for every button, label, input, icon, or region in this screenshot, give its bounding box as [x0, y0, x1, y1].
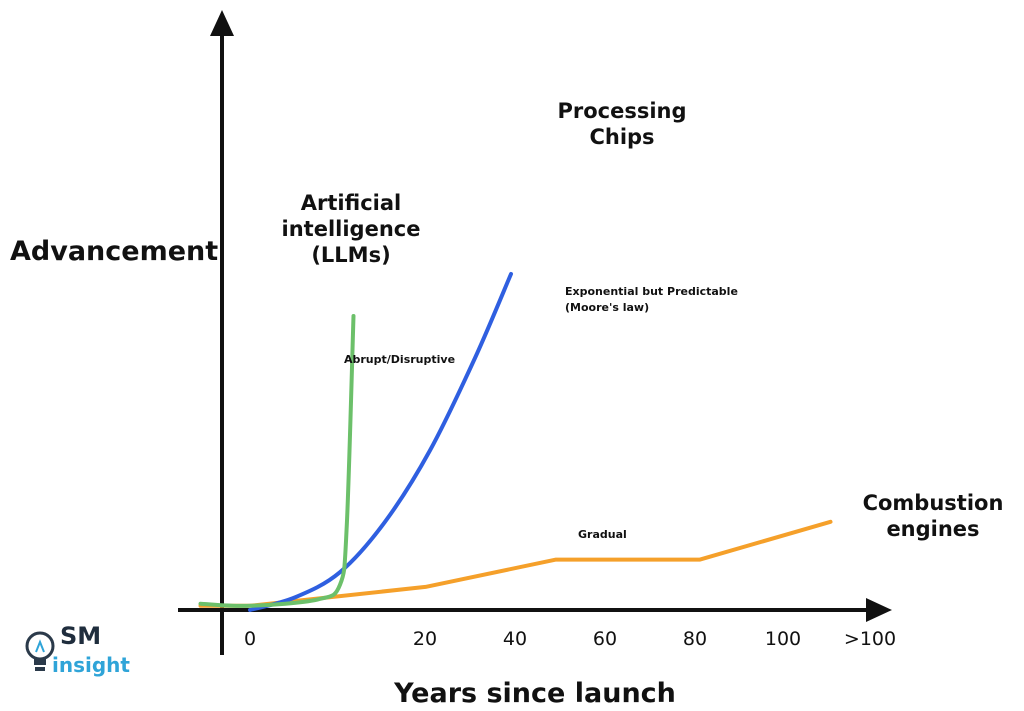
series-labels: Artificial intelligence (LLMs) Processing Ch…: [282, 99, 1004, 541]
series-label-combustion: Combustion engines: [863, 491, 1004, 541]
annotation-exponential: Exponential but Predictable (Moore's law): [565, 285, 738, 314]
series-line-artificial-intelligence: [198, 314, 356, 608]
series-lines: [198, 272, 833, 612]
x-tick-label: 20: [413, 628, 437, 650]
axes: [178, 10, 892, 655]
x-tick-label: >100: [844, 628, 896, 650]
logo-text-sm: SM: [60, 622, 101, 650]
x-axis-label: Years since launch: [393, 678, 676, 709]
x-tick-label: 40: [503, 628, 527, 650]
y-axis-arrow: [210, 10, 234, 36]
x-tick-label: 100: [765, 628, 801, 650]
x-tick-label: 0: [244, 628, 256, 650]
series-label-ai: Artificial intelligence (LLMs): [282, 191, 421, 267]
x-axis-arrow: [866, 598, 892, 622]
annotation-gradual: Gradual: [578, 528, 627, 541]
lightbulb-icon: [25, 631, 55, 671]
x-tick-label: 80: [683, 628, 707, 650]
y-axis-label: Advancement: [10, 236, 218, 267]
logo: SM insight: [25, 622, 130, 677]
series-line-processing-chips: [248, 272, 513, 612]
x-tick-label: 60: [593, 628, 617, 650]
x-ticks: 0 20 40 60 80 100 >100: [244, 628, 896, 650]
logo-text-insight: insight: [52, 653, 130, 677]
series-label-chips: Processing Chips: [557, 99, 686, 149]
series-line-combustion-engines: [198, 519, 833, 608]
annotation-abrupt: Abrupt/Disruptive: [344, 353, 455, 366]
